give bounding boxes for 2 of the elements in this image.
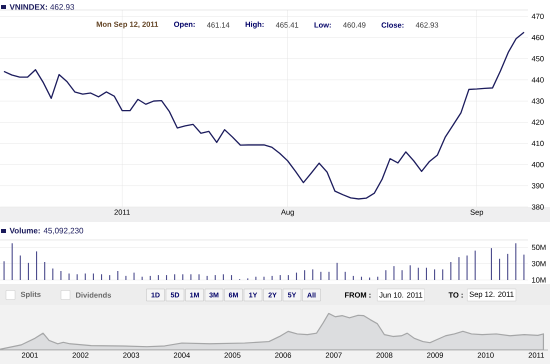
chart-title: Volume: 45,092,230 [10, 228, 84, 234]
chart-title: VNINDEX: 462.93 [10, 4, 74, 10]
